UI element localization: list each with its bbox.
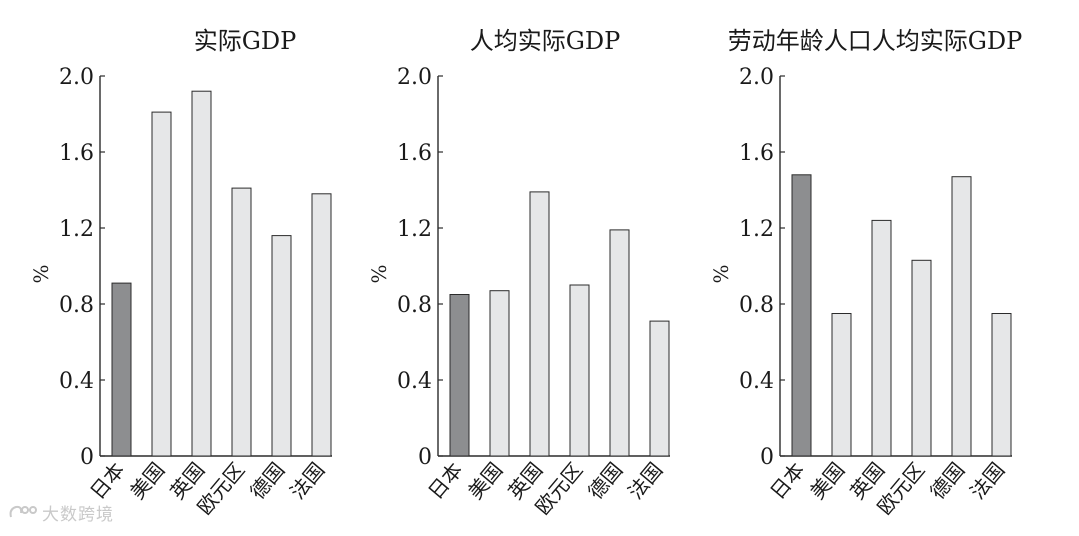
- y-tick-label: 0.4: [739, 369, 774, 394]
- x-category-label: 德国: [925, 458, 969, 504]
- bar-欧元区: [911, 259, 932, 457]
- x-category-label: 美国: [805, 458, 849, 504]
- chart-title: 人均实际GDP: [470, 27, 621, 55]
- bar-美国: [831, 313, 852, 457]
- y-tick-label: 1.6: [739, 141, 774, 166]
- bar-日本: [449, 294, 470, 457]
- y-tick-label: 0: [760, 445, 774, 470]
- watermark-logo-icon: [9, 505, 37, 517]
- bar-德国: [271, 235, 292, 457]
- watermark-text: 大数跨境: [42, 505, 114, 525]
- y-tick-label: 0.8: [59, 293, 94, 318]
- bar-德国: [951, 176, 972, 457]
- x-category-label: 法国: [285, 458, 329, 504]
- bar-日本: [791, 174, 812, 457]
- y-tick-label: 1.2: [59, 217, 94, 242]
- bar-德国: [609, 229, 630, 457]
- bar-欧元区: [569, 284, 590, 457]
- y-tick-label: 1.2: [739, 217, 774, 242]
- chart-title: 实际GDP: [194, 27, 297, 55]
- y-axis-label: %: [709, 264, 733, 283]
- bar-法国: [311, 193, 332, 457]
- bar-法国: [649, 320, 670, 457]
- y-tick-label: 2.0: [739, 65, 774, 90]
- y-tick-label: 1.6: [59, 141, 94, 166]
- y-tick-label: 2.0: [397, 65, 432, 90]
- y-tick-label: 0: [418, 445, 432, 470]
- y-tick-label: 0: [80, 445, 94, 470]
- y-tick-label: 0.8: [397, 293, 432, 318]
- x-category-label: 法国: [965, 458, 1009, 504]
- x-category-label: 法国: [623, 458, 667, 504]
- x-category-label: 德国: [245, 458, 289, 504]
- x-category-label: 美国: [125, 458, 169, 504]
- y-tick-label: 1.2: [397, 217, 432, 242]
- bar-欧元区: [231, 187, 252, 457]
- bar-英国: [871, 219, 892, 457]
- x-category-label: 德国: [583, 458, 627, 504]
- y-tick-label: 2.0: [59, 65, 94, 90]
- bar-英国: [191, 90, 212, 457]
- y-tick-label: 1.6: [397, 141, 432, 166]
- y-tick-label: 0.4: [397, 369, 432, 394]
- y-tick-label: 0.4: [59, 369, 94, 394]
- chart-title: 劳动年龄人口人均实际GDP: [728, 27, 1023, 55]
- bar-美国: [489, 290, 510, 457]
- bar-日本: [111, 282, 132, 457]
- bar-美国: [151, 111, 172, 457]
- bar-英国: [529, 191, 550, 457]
- y-tick-label: 0.8: [739, 293, 774, 318]
- y-axis-label: %: [29, 264, 53, 283]
- x-category-label: 美国: [463, 458, 507, 504]
- watermark: 大数跨境: [8, 500, 114, 525]
- bar-法国: [991, 313, 1012, 457]
- y-axis-label: %: [367, 264, 391, 283]
